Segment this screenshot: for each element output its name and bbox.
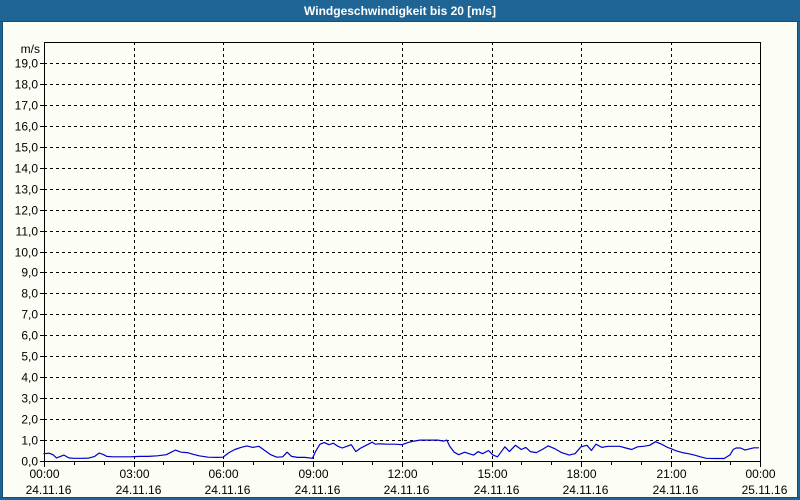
svg-text:14,0: 14,0 — [15, 162, 39, 176]
x-tick-time: 15:00 — [477, 467, 507, 481]
svg-text:11,0: 11,0 — [16, 225, 39, 239]
svg-text:4,0: 4,0 — [21, 371, 38, 385]
svg-text:19,0: 19,0 — [15, 57, 39, 71]
title-bar: Windgeschwindigkeit bis 20 [m/s] — [0, 0, 800, 22]
svg-text:18,0: 18,0 — [15, 78, 39, 92]
wind-speed-line — [43, 439, 760, 460]
svg-text:6,0: 6,0 — [21, 329, 38, 343]
svg-text:0,0: 0,0 — [21, 455, 38, 469]
svg-text:16,0: 16,0 — [15, 120, 39, 134]
svg-text:1,0: 1,0 — [21, 434, 38, 448]
svg-text:7,0: 7,0 — [21, 308, 38, 322]
x-tick-labels: 00:00 24.11.16 03:00 24.11.16 06:00 24.11.16 0… — [26, 467, 788, 497]
x-tick-time: 21:00 — [656, 467, 686, 481]
x-tick-date: 24.11.16 — [384, 483, 430, 497]
x-tick-date: 24.11.16 — [26, 483, 72, 497]
svg-text:m/s: m/s — [21, 42, 40, 56]
y-gridlines — [44, 63, 760, 441]
x-tick-time: 00:00 — [745, 467, 775, 481]
x-tick-date: 24.11.16 — [116, 483, 162, 497]
x-tick-date: 24.11.16 — [563, 483, 609, 497]
plot-border — [44, 42, 761, 462]
x-tick-date: 24.11.16 — [205, 483, 251, 497]
y-tick-labels: 0,0 1,0 2,0 3,0 4,0 5,0 6,0 7,0 8,0 9,0 10,0 11,0 12… — [15, 57, 39, 469]
svg-text:9,0: 9,0 — [21, 266, 38, 280]
x-tick-date: 24.11.16 — [295, 483, 341, 497]
x-tick-time: 00:00 — [29, 467, 59, 481]
y-axis-unit-label: m/s — [21, 42, 40, 56]
x-tick-date: 25.11.16 — [742, 483, 788, 497]
x-tick-time: 09:00 — [298, 467, 328, 481]
x-tick-time: 06:00 — [208, 467, 238, 481]
y-tick-marks — [40, 63, 44, 462]
x-tick-time: 12:00 — [387, 467, 417, 481]
window-frame-left — [0, 22, 3, 500]
x-tick-date: 24.11.16 — [474, 483, 520, 497]
svg-text:12,0: 12,0 — [15, 204, 39, 218]
x-gridlines — [134, 42, 672, 461]
svg-text:2,0: 2,0 — [21, 413, 38, 427]
window-frame-right — [797, 22, 800, 500]
svg-text:10,0: 10,0 — [15, 246, 39, 260]
svg-text:15,0: 15,0 — [15, 141, 39, 155]
x-tick-time: 03:00 — [119, 467, 149, 481]
svg-text:5,0: 5,0 — [21, 350, 38, 364]
chart-title: Windgeschwindigkeit bis 20 [m/s] — [304, 3, 496, 18]
x-tick-time: 18:00 — [566, 467, 596, 481]
svg-text:3,0: 3,0 — [21, 392, 38, 406]
svg-text:13,0: 13,0 — [15, 183, 39, 197]
svg-text:8,0: 8,0 — [21, 287, 38, 301]
window-frame-bottom — [0, 497, 800, 500]
svg-text:17,0: 17,0 — [15, 99, 39, 113]
x-tick-date: 24.11.16 — [653, 483, 699, 497]
